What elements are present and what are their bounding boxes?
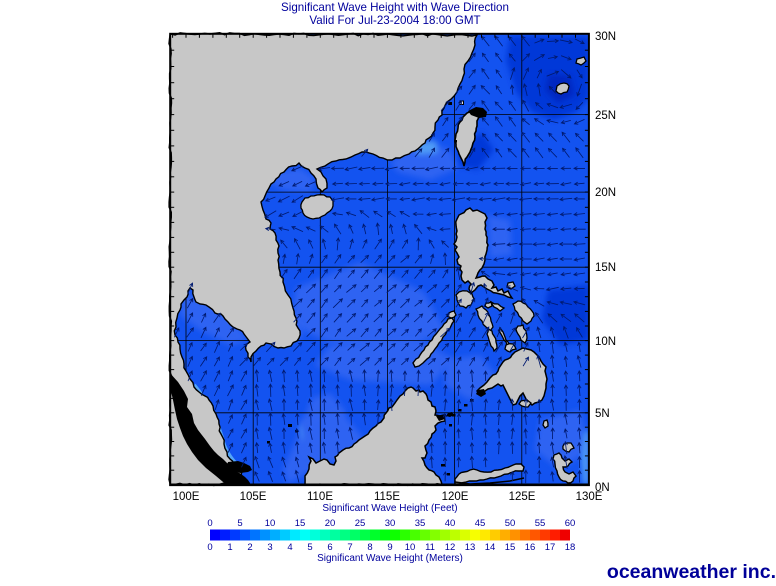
svg-text:0: 0 — [207, 542, 212, 553]
svg-text:Significant Wave Height with W: Significant Wave Height with Wave Direct… — [281, 1, 509, 14]
svg-text:30N: 30N — [595, 31, 616, 43]
svg-text:0N: 0N — [595, 482, 610, 494]
svg-text:13: 13 — [465, 542, 476, 553]
svg-text:2: 2 — [247, 542, 252, 553]
svg-text:125E: 125E — [509, 491, 536, 503]
svg-text:60: 60 — [565, 518, 576, 529]
svg-text:10: 10 — [265, 518, 276, 529]
svg-text:Valid For Jul-23-2004 18:00 GM: Valid For Jul-23-2004 18:00 GMT — [309, 14, 480, 27]
svg-text:18: 18 — [565, 542, 576, 553]
svg-text:105E: 105E — [240, 491, 267, 503]
svg-text:15: 15 — [295, 518, 306, 529]
svg-text:20N: 20N — [595, 187, 616, 199]
svg-text:100E: 100E — [173, 491, 200, 503]
svg-text:oceanweather inc.: oceanweather inc. — [607, 561, 776, 581]
svg-text:25: 25 — [355, 518, 366, 529]
svg-text:20: 20 — [325, 518, 336, 529]
svg-text:10: 10 — [405, 542, 416, 553]
svg-text:3: 3 — [267, 542, 272, 553]
svg-text:35: 35 — [415, 518, 426, 529]
svg-text:130E: 130E — [576, 491, 603, 503]
svg-text:5: 5 — [237, 518, 242, 529]
svg-text:120E: 120E — [442, 491, 469, 503]
svg-text:1: 1 — [227, 542, 232, 553]
svg-text:16: 16 — [525, 542, 536, 553]
svg-text:0: 0 — [207, 518, 212, 529]
svg-text:115E: 115E — [374, 491, 400, 503]
svg-text:15: 15 — [505, 542, 516, 553]
svg-text:25N: 25N — [595, 110, 616, 122]
svg-text:40: 40 — [445, 518, 456, 529]
svg-text:55: 55 — [535, 518, 546, 529]
svg-text:11: 11 — [425, 542, 435, 553]
svg-text:4: 4 — [287, 542, 292, 553]
svg-text:110E: 110E — [307, 491, 333, 503]
svg-text:8: 8 — [367, 542, 372, 553]
svg-text:15N: 15N — [595, 262, 616, 274]
svg-text:6: 6 — [327, 542, 332, 553]
svg-text:17: 17 — [545, 542, 556, 553]
svg-text:Significant Wave Height (Feet): Significant Wave Height (Feet) — [322, 503, 457, 514]
svg-text:9: 9 — [387, 542, 392, 553]
svg-text:14: 14 — [485, 542, 496, 553]
svg-text:50: 50 — [505, 518, 516, 529]
svg-text:10N: 10N — [595, 336, 616, 348]
svg-text:Significant Wave Height (Meter: Significant Wave Height (Meters) — [317, 553, 463, 564]
svg-text:30: 30 — [385, 518, 396, 529]
svg-text:5: 5 — [307, 542, 312, 553]
svg-text:5N: 5N — [595, 408, 610, 420]
svg-text:45: 45 — [475, 518, 486, 529]
svg-text:12: 12 — [445, 542, 456, 553]
svg-text:7: 7 — [347, 542, 352, 553]
